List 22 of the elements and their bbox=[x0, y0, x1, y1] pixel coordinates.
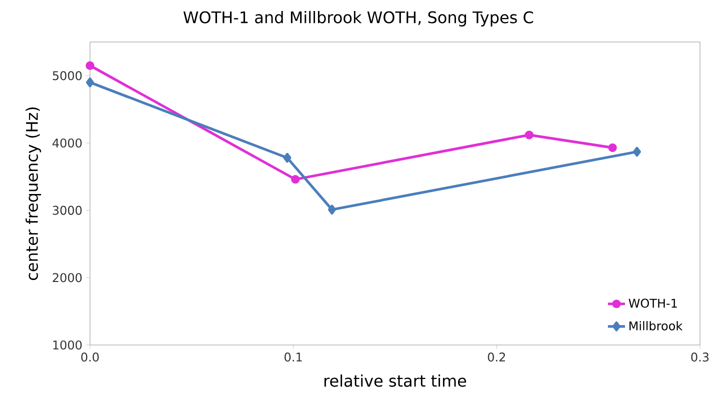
x-tick-label: 0.3 bbox=[691, 352, 709, 362]
chart-title: WOTH-1 and Millbrook WOTH, Song Types C bbox=[183, 10, 534, 26]
point bbox=[328, 204, 336, 215]
x-tick-label: 0.1 bbox=[284, 352, 302, 362]
y-tick-label: 1000 bbox=[53, 340, 82, 350]
y-tick-label: 4000 bbox=[52, 138, 82, 148]
legend-label: WOTH-1 bbox=[628, 298, 677, 308]
point bbox=[632, 146, 641, 157]
point bbox=[86, 77, 94, 88]
y-tick-label: 5000 bbox=[52, 71, 82, 80]
point bbox=[608, 143, 617, 152]
y-axis-title: center frequency (Hz) bbox=[26, 107, 42, 280]
legend-label: Millbrook bbox=[629, 321, 683, 330]
point bbox=[291, 175, 300, 184]
x-tick-label: 0.0 bbox=[81, 352, 99, 362]
y-tick-label: 3000 bbox=[52, 206, 82, 215]
x-tick-label: 0.2 bbox=[488, 352, 505, 362]
point bbox=[524, 130, 534, 140]
point bbox=[283, 152, 292, 163]
x-axis-title: relative start time bbox=[324, 374, 466, 387]
y-tick-label: 2000 bbox=[52, 273, 82, 282]
point bbox=[86, 61, 94, 70]
